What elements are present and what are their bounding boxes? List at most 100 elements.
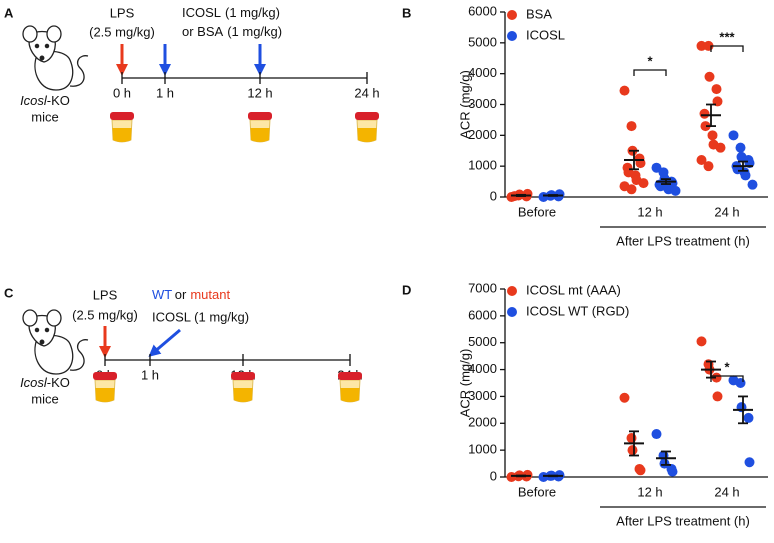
panel-label: B: [402, 5, 411, 20]
data-point: [715, 142, 726, 153]
significance-bracket: [633, 69, 667, 76]
gene-suffix: -KO: [47, 93, 70, 108]
control-dose: (1 mg/kg): [227, 24, 282, 39]
cup-lid: [355, 112, 379, 120]
y-tick-label: 5000: [468, 34, 497, 49]
data-point: [522, 188, 533, 199]
mutant-label: mutant: [190, 287, 230, 302]
data-point: [522, 469, 533, 480]
mouse-eye: [44, 43, 50, 49]
x-tick-label: 12 h: [637, 484, 662, 499]
cup-urine: [250, 128, 270, 142]
urine-cup: [93, 372, 117, 403]
data-point: [712, 391, 723, 402]
legend-marker: [507, 10, 517, 20]
treatment-label: ICOSL (1 mg/kg): [182, 5, 280, 20]
lps-label: LPS: [110, 5, 135, 20]
data-point: [696, 336, 707, 347]
cup-urine: [357, 128, 377, 142]
arrow: [148, 328, 181, 357]
treatment-label: ICOSL (1 mg/kg): [152, 309, 249, 324]
data-point: [703, 161, 714, 172]
data-point: [667, 466, 678, 477]
data-point: [704, 71, 715, 82]
timepoint-label: 1 h: [156, 85, 174, 100]
data-point: [635, 465, 646, 476]
y-tick-label: 3000: [468, 388, 497, 403]
mouse-label: mice: [31, 391, 58, 406]
significance-label: *: [647, 53, 653, 68]
cup-lid: [231, 372, 255, 380]
cup-urine: [112, 128, 132, 142]
y-axis-label: ACR (mg/g): [457, 349, 472, 418]
data-point: [638, 178, 649, 189]
data-point: [707, 130, 718, 141]
group-label: After LPS treatment (h): [616, 513, 750, 528]
legend-label: ICOSL: [526, 27, 565, 42]
panel-label: C: [4, 285, 14, 300]
timepoint-label: 24 h: [354, 85, 379, 100]
x-tick-label: Before: [518, 204, 556, 219]
gene-name: Icosl: [20, 93, 48, 108]
significance-bracket: [710, 45, 744, 52]
urine-cup: [355, 112, 379, 143]
legend-label: ICOSL mt (AAA): [526, 282, 621, 297]
data-point: [700, 121, 711, 132]
cup-lid: [338, 372, 362, 380]
data-point: [740, 170, 751, 181]
significance-label: *: [724, 359, 730, 374]
cup-lid: [248, 112, 272, 120]
mouse-ear: [22, 309, 38, 327]
legend-marker: [507, 307, 517, 317]
cup-urine: [233, 388, 253, 402]
treatment-name: ICOSL: [182, 5, 221, 20]
mouse-nose: [39, 339, 45, 345]
data-point: [735, 142, 746, 153]
y-tick-label: 1000: [468, 158, 497, 173]
data-point: [711, 372, 722, 383]
cup-lid: [110, 112, 134, 120]
data-point: [626, 433, 637, 444]
treatment-dose: (1 mg/kg): [225, 5, 280, 20]
x-tick-label: 12 h: [637, 204, 662, 219]
x-tick-label: 24 h: [714, 204, 739, 219]
y-tick-label: 6000: [468, 307, 497, 322]
group-label: After LPS treatment (h): [616, 233, 750, 248]
data-point: [728, 130, 739, 141]
mouse-ear: [22, 25, 38, 43]
data-point: [711, 84, 722, 95]
control-name: or BSA: [182, 24, 224, 39]
control-label: or BSA (1 mg/kg): [182, 24, 282, 39]
mouse-icon: [22, 309, 89, 375]
timepoint-label: 0 h: [113, 85, 131, 100]
mouse-nose: [39, 55, 45, 61]
urine-cup: [248, 112, 272, 143]
mouse-tail: [69, 339, 89, 371]
or-label: or: [175, 287, 187, 302]
y-tick-label: 2000: [468, 127, 497, 142]
data-point: [619, 392, 630, 403]
y-tick-label: 6000: [468, 3, 497, 18]
gene-suffix: -KO: [47, 375, 70, 390]
y-tick-label: 0: [490, 188, 497, 203]
gene-name: Icosl: [20, 375, 48, 390]
data-point: [651, 429, 662, 440]
y-tick-label: 7000: [468, 280, 497, 295]
mouse-icon: [22, 25, 89, 91]
legend-label: ICOSL WT (RGD): [526, 303, 629, 318]
wt-label: WT: [152, 287, 172, 302]
lps-dose: (2.5 mg/kg): [72, 307, 138, 322]
mouse-label: Icosl-KO: [20, 375, 70, 390]
mouse-ear: [46, 309, 62, 327]
mouse-tail: [69, 55, 89, 87]
x-tick-label: Before: [518, 484, 556, 499]
mouse-eye: [34, 43, 40, 49]
timepoint-label: 12 h: [247, 85, 272, 100]
mouse-eye: [44, 327, 50, 333]
timepoint-label: 1 h: [141, 367, 159, 382]
data-point: [735, 378, 746, 388]
treatment-choice: WT or mutant: [152, 287, 230, 302]
data-point: [619, 85, 630, 96]
y-axis-label: ACR (mg/g): [457, 70, 472, 139]
